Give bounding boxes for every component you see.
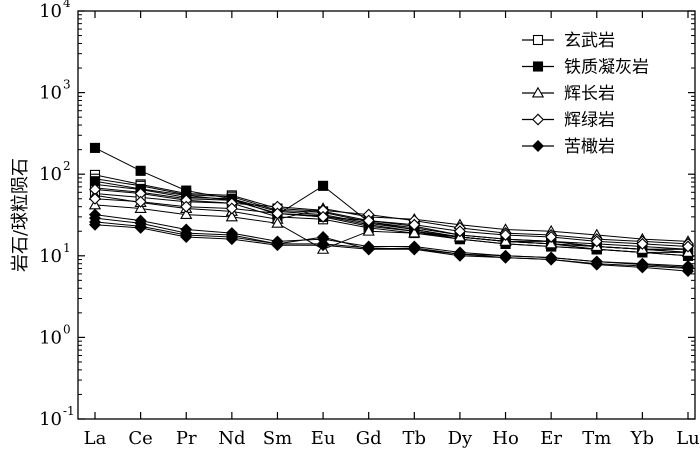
data-point-open-diamond [89,192,101,205]
plot-frame [77,10,696,420]
x-axis: La Ce Pr Nd Sm Eu Gd Tb Dy Ho Er Tm Yb Lu [84,11,700,449]
x-tick-label: La [84,428,107,449]
series-line [89,192,694,253]
data-point-open-square [532,34,544,46]
data-point-filled-square [532,61,544,72]
legend-item: 辉长岩 [522,84,615,104]
data-point-open-triangle [225,210,238,222]
data-point-open-diamond [362,214,375,227]
series-path [94,180,689,257]
data-point-filled-diamond [545,253,558,266]
x-tick-label: Ho [492,428,519,449]
y-tick-label: 10 [39,164,62,185]
legend-label: 苦橄岩 [564,137,615,157]
data-point-open-diamond [317,210,330,223]
x-tick-label: Pr [176,428,197,449]
data-point-open-diamond [499,228,512,241]
data-point-open-diamond [271,207,284,220]
data-point-open-triangle [545,237,558,249]
y-tick-label: 10 [39,83,62,104]
data-point-open-triangle [408,226,421,238]
data-point-filled-diamond [682,265,694,278]
data-point-filled-diamond [317,239,330,252]
data-point-filled-diamond [532,140,544,152]
x-tick-label: Tm [582,428,611,449]
data-point-filled-diamond [453,249,466,262]
y-tick-label: 10 [39,1,62,22]
legend-label: 铁质凝灰岩 [564,58,649,78]
data-point-open-triangle [531,86,545,98]
y-tick-exponent: 2 [63,159,71,173]
data-point-filled-diamond [590,258,603,271]
data-point-filled-square [89,142,101,153]
data-point-filled-diamond [499,251,512,264]
x-tick-label: Yb [630,428,654,449]
series-line [88,198,695,257]
data-point-filled-diamond [180,231,193,243]
x-tick-label: Er [540,428,562,449]
data-point-filled-square [318,180,329,191]
data-point-open-diamond [180,200,193,213]
data-point-open-diamond [590,235,603,248]
series-path [94,174,689,250]
y-tick-label: 10 [39,327,62,348]
x-tick-label: Lu [676,428,700,449]
y-tick-exponent: 1 [63,241,71,255]
data-point-open-diamond [134,195,147,208]
x-tick-label: Dy [448,428,473,449]
legend-label: 辉绿岩 [564,111,615,131]
x-tick-label: Nd [218,428,245,449]
data-point-filled-diamond [271,239,284,252]
data-point-open-diamond [453,225,466,238]
y-tick-label: 10 [39,409,62,430]
data-point-open-triangle [362,224,375,236]
data-point-open-diamond [682,240,694,253]
legend-item: 玄武岩 [522,31,615,51]
data-point-filled-diamond [636,261,649,274]
data-point-filled-diamond [362,243,375,256]
legend-label: 玄武岩 [564,31,615,51]
y-tick-exponent: 4 [63,0,71,10]
series-path [94,221,689,269]
data-point-open-triangle [134,202,147,213]
data-point-open-triangle [180,208,193,220]
legend-item: 铁质凝灰岩 [522,58,649,78]
data-point-open-diamond [408,218,421,231]
series-line [89,218,694,278]
y-tick-exponent: 3 [63,78,71,92]
data-point-filled-diamond [134,221,147,234]
data-point-filled-diamond [89,218,101,231]
x-tick-label: Sm [263,428,292,449]
series-path [94,198,689,247]
series-layer [88,142,695,278]
y-tick-exponent: 0 [63,322,71,336]
data-point-open-diamond [636,237,649,250]
data-point-filled-square [135,165,146,176]
data-point-open-diamond [532,113,544,126]
y-tick-label: 10 [39,246,62,267]
series-path [94,189,689,245]
legend-item: 辉绿岩 [522,111,615,131]
data-point-filled-diamond [225,233,238,246]
y-tick-exponent: -1 [63,404,75,418]
x-tick-label: Ce [128,428,152,449]
data-point-filled-diamond [408,243,421,256]
data-point-open-diamond [225,202,238,215]
legend-item: 苦橄岩 [522,137,615,157]
x-tick-label: Tb [403,428,427,449]
x-tick-label: Gd [356,428,382,449]
legend-label: 辉长岩 [564,84,615,104]
y-axis-label: 岩石/球粒陨石 [10,158,31,272]
series-path [94,224,689,272]
series-path [94,204,689,253]
x-tick-label: Eu [311,428,336,449]
data-point-open-triangle [271,217,284,228]
data-point-open-diamond [545,231,558,243]
